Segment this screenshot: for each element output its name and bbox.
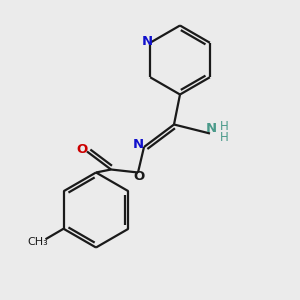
Text: CH₃: CH₃ [28,237,48,247]
Text: N: N [142,35,153,48]
Text: H: H [220,130,229,144]
Text: O: O [134,170,145,184]
Text: N: N [133,138,144,151]
Text: H: H [220,120,229,134]
Text: N: N [206,122,217,136]
Text: O: O [76,143,87,156]
